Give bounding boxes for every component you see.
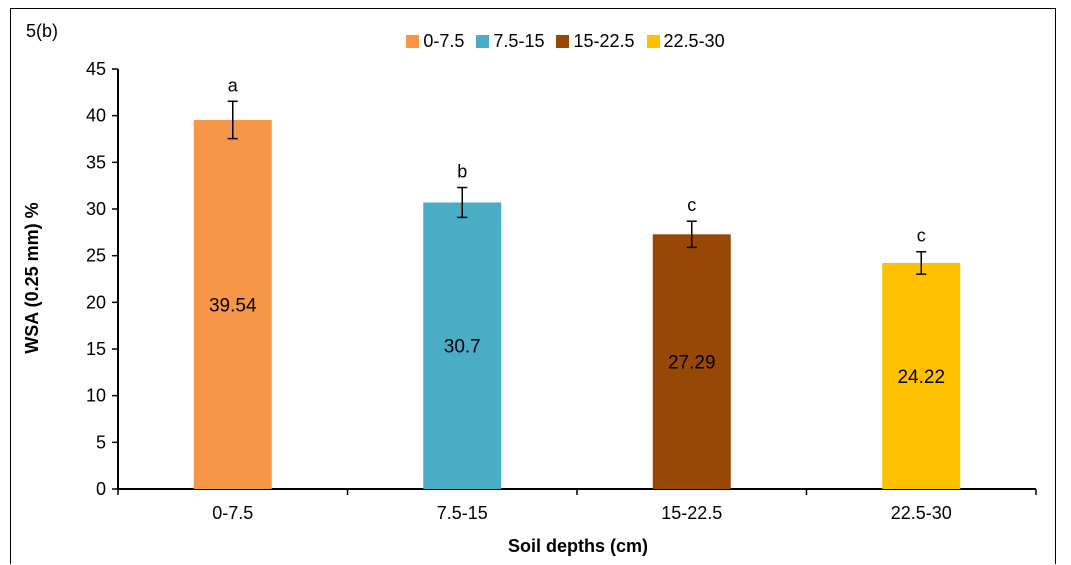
significance-letter-1: b <box>457 162 467 182</box>
data-label-1: 30.7 <box>444 337 481 358</box>
legend-item-0: 0-7.5 <box>406 31 464 52</box>
bar-0 <box>193 119 272 490</box>
bar-2 <box>652 234 731 489</box>
y-tick-label-3: 15 <box>86 339 106 359</box>
data-label-2: 27.29 <box>668 353 716 374</box>
panel-label: 5(b) <box>26 21 59 41</box>
y-tick-label-9: 45 <box>86 59 106 79</box>
x-tick-label-2: 15-22.5 <box>661 503 722 523</box>
y-tick-label-5: 25 <box>86 246 106 266</box>
legend-item-3: 22.5-30 <box>646 31 725 52</box>
chart-frame <box>10 8 1056 564</box>
legend-item-2: 15-22.5 <box>556 31 635 52</box>
significance-letter-3: c <box>917 226 926 246</box>
legend-swatch-3 <box>646 35 660 48</box>
legend-label-3: 22.5-30 <box>663 31 725 51</box>
y-tick-label-6: 30 <box>86 199 106 219</box>
y-tick-label-0: 0 <box>96 479 106 499</box>
y-tick-label-4: 20 <box>86 292 106 312</box>
bars: a 39.54 b 30.7 c 27.29 c 24.22 <box>193 75 961 490</box>
y-tick-label-2: 10 <box>86 386 106 406</box>
bar-1 <box>423 202 502 489</box>
legend: 0-7.5 7.5-15 15-22.5 22.5-30 <box>30 31 1071 52</box>
axes: 0 5 10 15 20 25 30 35 40 45 0-7.5 7.5-15 15-22.5 22.5… <box>86 59 1037 523</box>
legend-swatch-0 <box>406 35 420 48</box>
legend-item-1: 7.5-15 <box>476 31 544 52</box>
y-axis-label: WSA (0.25 mm) % <box>22 202 42 353</box>
legend-swatch-1 <box>476 35 490 48</box>
legend-label-2: 15-22.5 <box>573 31 635 51</box>
x-axis-label: Soil depths (cm) <box>508 536 648 556</box>
y-tick-label-7: 35 <box>86 152 106 172</box>
x-tick-label-3: 22.5-30 <box>891 503 952 523</box>
data-label-0: 39.54 <box>209 295 257 316</box>
x-tick-label-0: 0-7.5 <box>212 503 253 523</box>
y-tick-label-1: 5 <box>96 432 106 452</box>
legend-label-1: 7.5-15 <box>493 31 545 51</box>
legend-swatch-2 <box>556 35 570 48</box>
bar-3 <box>882 262 961 489</box>
y-tick-label-8: 40 <box>86 106 106 126</box>
x-tick-label-1: 7.5-15 <box>437 503 488 523</box>
significance-letter-0: a <box>228 75 239 95</box>
data-label-3: 24.22 <box>897 367 945 388</box>
significance-letter-2: c <box>687 195 696 215</box>
legend-label-0: 0-7.5 <box>423 31 465 51</box>
